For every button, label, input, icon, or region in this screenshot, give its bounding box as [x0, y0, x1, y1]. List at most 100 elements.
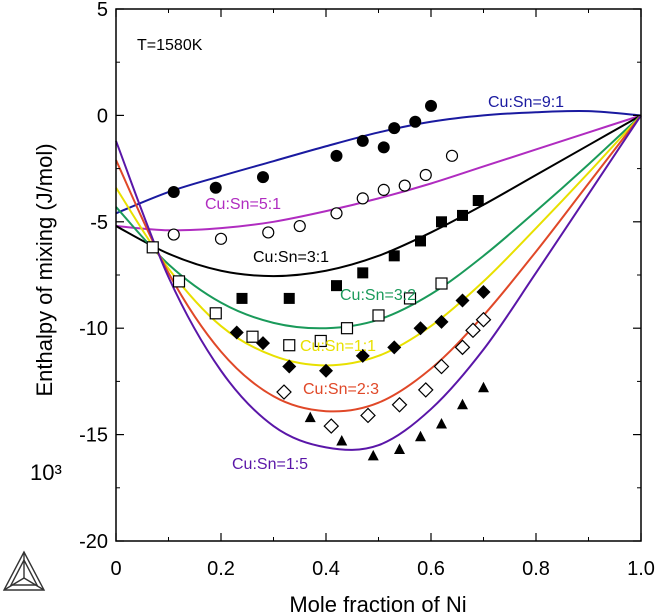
- plot-frame: [115, 8, 642, 542]
- x-axis-title: Mole fraction of Ni: [289, 592, 466, 616]
- data-point: [357, 267, 369, 279]
- series-line-0: [115, 109, 642, 215]
- model-curves: [115, 109, 642, 451]
- data-point: [415, 430, 426, 442]
- data-point: [209, 181, 222, 194]
- y-tick-label: 5: [97, 0, 108, 21]
- x-tick-label: 0.4: [312, 558, 340, 580]
- curve-label-1-5: Cu:Sn=1:5: [232, 456, 308, 473]
- x-tick-label: 0.2: [207, 558, 235, 580]
- data-point: [435, 277, 448, 290]
- series-line-4: [115, 114, 642, 367]
- data-point: [330, 207, 343, 220]
- data-point: [256, 336, 270, 351]
- data-point: [293, 219, 306, 233]
- curve-label-5-1: Cu:Sn=5:1: [205, 196, 281, 213]
- series-line-1: [115, 114, 642, 232]
- data-point: [372, 309, 385, 322]
- y-axis-title: Enthalpy of mixing (J/mol): [32, 143, 57, 396]
- data-point: [377, 141, 390, 154]
- data-point: [167, 186, 180, 199]
- series-line-5: [115, 114, 642, 413]
- data-point: [436, 216, 447, 228]
- data-point: [314, 334, 327, 348]
- data-point: [417, 382, 434, 398]
- data-point: [214, 232, 228, 245]
- data-point: [283, 339, 296, 352]
- data-point: [413, 321, 428, 336]
- data-point: [360, 407, 376, 424]
- y-tick-label: -10: [79, 318, 108, 340]
- thermo-calc-logo-icon: [2, 550, 46, 591]
- data-point: [394, 443, 405, 454]
- data-point: [336, 434, 348, 446]
- data-point: [323, 418, 340, 434]
- data-point: [262, 226, 275, 239]
- data-point: [246, 330, 259, 343]
- data-point: [472, 195, 484, 207]
- data-point: [340, 322, 354, 335]
- data-point: [419, 168, 432, 182]
- data-point: [209, 307, 222, 320]
- data-point: [282, 359, 297, 374]
- data-point: [476, 285, 491, 300]
- data-point: [434, 314, 449, 329]
- data-point: [331, 280, 342, 292]
- data-point: [236, 292, 248, 304]
- data-point: [172, 275, 186, 288]
- data-point: [304, 411, 316, 423]
- y-tick-label: -15: [79, 425, 108, 447]
- y-tick-label: -20: [79, 531, 108, 553]
- data-point: [457, 398, 468, 410]
- data-point: [330, 149, 343, 162]
- data-point: [355, 348, 370, 363]
- curve-label-9-1: Cu:Sn=9:1: [488, 94, 564, 111]
- data-point: [425, 99, 437, 112]
- data-point: [257, 171, 269, 184]
- x-tick-label: 0: [110, 558, 121, 580]
- data-point: [478, 381, 489, 393]
- data-point: [457, 209, 468, 221]
- data-point: [388, 250, 400, 262]
- data-point: [367, 449, 379, 461]
- curve-label-2-3: Cu:Sn=2:3: [303, 381, 379, 398]
- x-tick-label: 0.6: [417, 558, 445, 580]
- data-point: [403, 292, 417, 305]
- data-point: [465, 322, 481, 339]
- data-point: [409, 115, 422, 128]
- temperature-annotation: T=1580K: [137, 37, 203, 54]
- experimental-points: [146, 99, 492, 461]
- data-point: [433, 358, 450, 375]
- data-point: [391, 396, 408, 413]
- data-point: [167, 228, 180, 241]
- data-point: [146, 241, 159, 254]
- y-tick-label: -5: [90, 212, 108, 234]
- data-point: [436, 417, 447, 429]
- data-point: [356, 134, 369, 147]
- data-point: [283, 292, 295, 304]
- x-tick-label: 1.0: [627, 558, 655, 580]
- data-point: [276, 384, 292, 400]
- data-point: [455, 293, 470, 308]
- y-tick-label: 0: [97, 105, 108, 127]
- series-line-2: [115, 114, 642, 278]
- data-point: [398, 179, 411, 192]
- data-point: [229, 325, 244, 340]
- curve-label-3-2: Cu:Sn=3:2: [340, 287, 416, 304]
- axes: 0 0.2 0.4 0.6 0.8 1.0 5 0 -5 -10 -15 -20: [79, 0, 655, 580]
- curve-label-3-1: Cu:Sn=3:1: [253, 249, 329, 266]
- data-point: [454, 339, 471, 356]
- data-point: [388, 122, 401, 135]
- x-tick-label: 0.8: [522, 558, 550, 580]
- data-point: [415, 235, 426, 247]
- curve-label-1-1: Cu:Sn=1:1: [300, 338, 376, 355]
- data-point: [377, 183, 390, 196]
- y-multiplier: 10³: [30, 460, 62, 485]
- data-point: [445, 149, 459, 162]
- data-point: [387, 340, 402, 355]
- data-point: [319, 363, 333, 378]
- series-line-6: [115, 114, 642, 451]
- data-point: [356, 192, 369, 205]
- data-point: [475, 311, 492, 328]
